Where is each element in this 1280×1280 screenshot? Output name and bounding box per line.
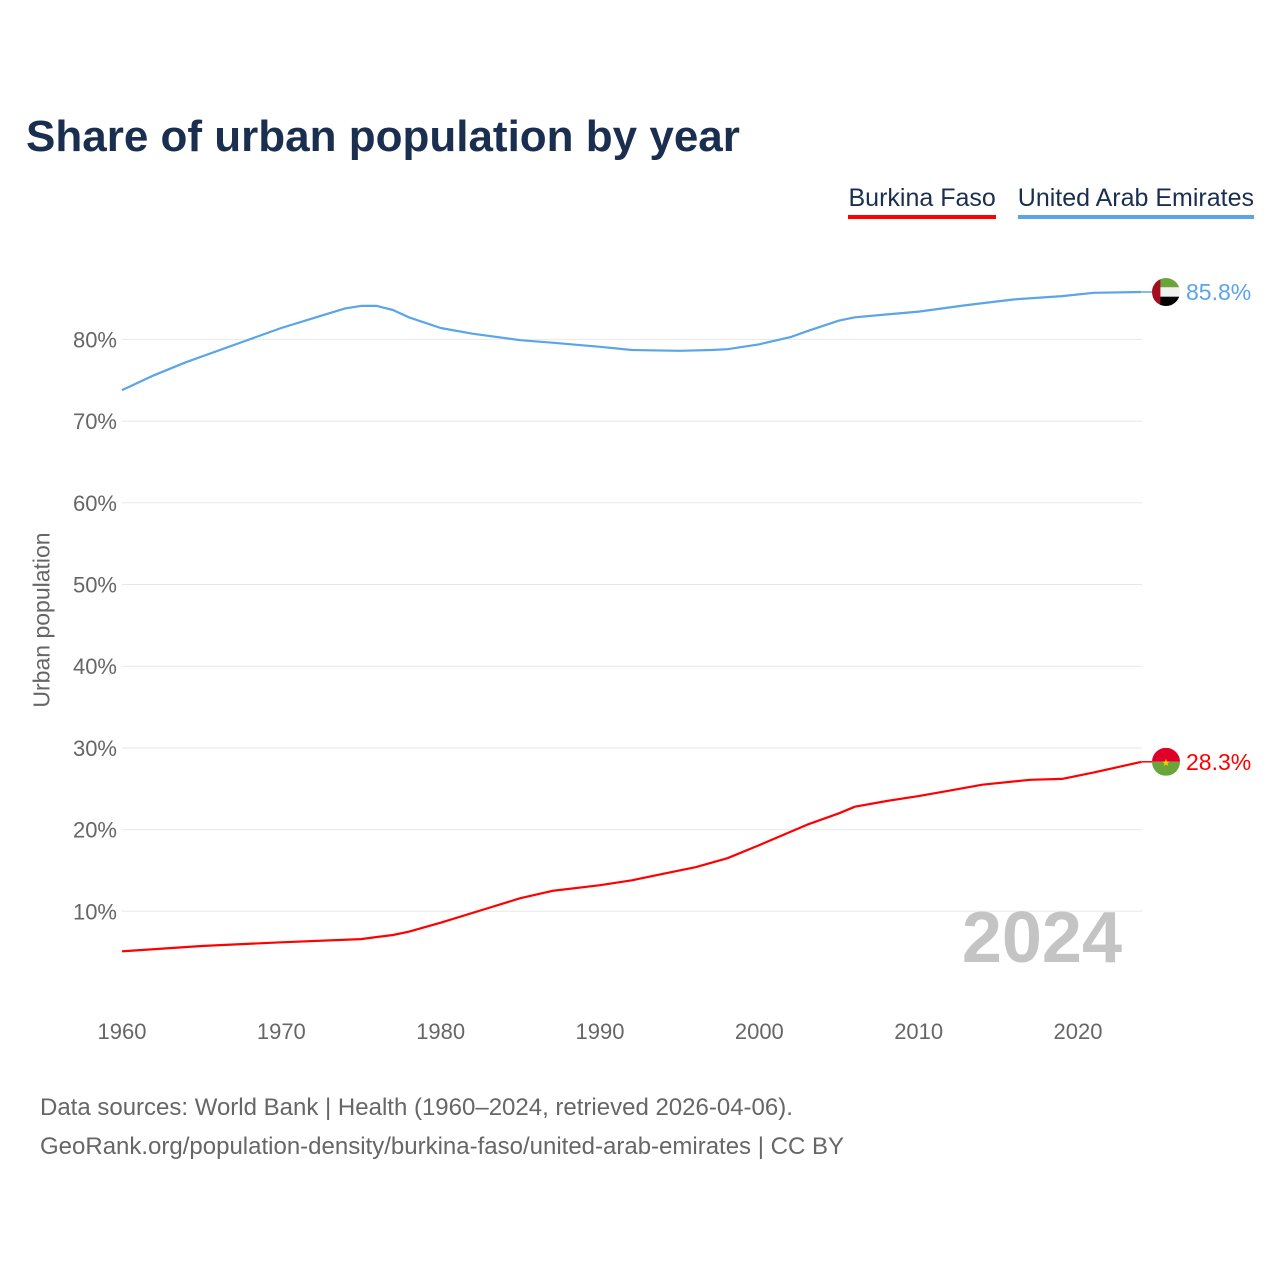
- y-tick-label: 50%: [73, 573, 117, 598]
- legend: Burkina Faso United Arab Emirates: [848, 184, 1254, 219]
- year-watermark: 2024: [962, 898, 1122, 978]
- x-tick-label: 2020: [1054, 1019, 1103, 1044]
- chart-title: Share of urban population by year: [26, 112, 740, 161]
- y-tick-label: 30%: [73, 736, 117, 761]
- legend-burkina-faso[interactable]: Burkina Faso: [848, 184, 996, 219]
- x-tick-label: 1990: [576, 1019, 625, 1044]
- x-tick-label: 1970: [257, 1019, 306, 1044]
- series-line-united-arab-emirates: [121, 290, 1142, 392]
- y-tick-label: 40%: [73, 654, 117, 679]
- end-value-label: 85.8%: [1186, 279, 1251, 305]
- series-line-burkina-faso: [121, 760, 1142, 953]
- x-tick-label: 1980: [416, 1019, 465, 1044]
- x-tick-label: 2000: [735, 1019, 784, 1044]
- source-note: Data sources: World Bank | Health (1960–…: [40, 1088, 844, 1166]
- uae-flag-icon: [1152, 278, 1180, 307]
- svg-text:★: ★: [1162, 758, 1171, 769]
- y-tick-label: 60%: [73, 491, 117, 516]
- end-value-label: 28.3%: [1186, 749, 1251, 775]
- y-tick-label: 10%: [73, 899, 117, 924]
- source-line-1: Data sources: World Bank | Health (1960–…: [40, 1094, 793, 1121]
- x-tick-label: 2010: [894, 1019, 943, 1044]
- y-tick-label: 70%: [73, 409, 117, 434]
- x-tick-label: 1960: [98, 1019, 147, 1044]
- legend-united-arab-emirates[interactable]: United Arab Emirates: [1017, 184, 1254, 219]
- burkina-faso-flag-icon: ★: [1152, 747, 1180, 776]
- y-tick-label: 80%: [73, 327, 117, 352]
- y-tick-label: 20%: [73, 818, 117, 843]
- source-line-2[interactable]: GeoRank.org/population-density/burkina-f…: [40, 1133, 844, 1160]
